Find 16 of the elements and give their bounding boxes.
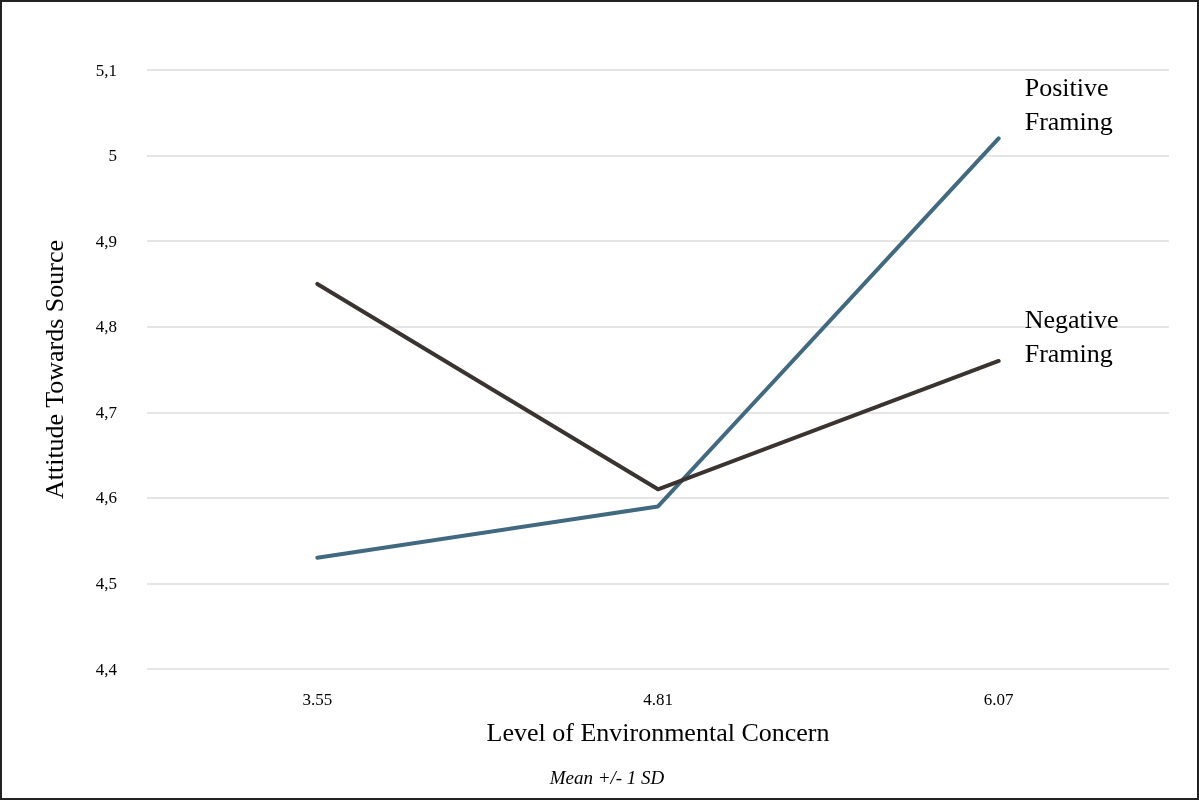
x-tick-label: 3.55: [302, 690, 333, 709]
text: Mean +/- 1 SD: [548, 767, 665, 788]
x-axis-title: Level of Environmental Concern: [486, 717, 830, 747]
y-tick-label: 4,5: [95, 573, 117, 593]
y-tick-label: 5,1: [95, 60, 117, 80]
y-tick-label: 4,7: [95, 402, 118, 422]
x-tick-label: 4.81: [643, 690, 673, 709]
y-tick-label: 4,9: [95, 231, 117, 251]
y-tick-label: 4,8: [95, 317, 117, 337]
x-tick-label: 6.07: [983, 690, 1015, 709]
series-label: Negative Framing: [1024, 305, 1126, 369]
y-tick-label: 4,4: [95, 659, 118, 679]
y-tick-label: 5: [108, 146, 117, 166]
y-tick-label: 4,6: [95, 488, 117, 508]
series-label: Positive Framing: [1024, 72, 1115, 136]
y-axis-title: Attitude Towards Source: [39, 239, 69, 500]
